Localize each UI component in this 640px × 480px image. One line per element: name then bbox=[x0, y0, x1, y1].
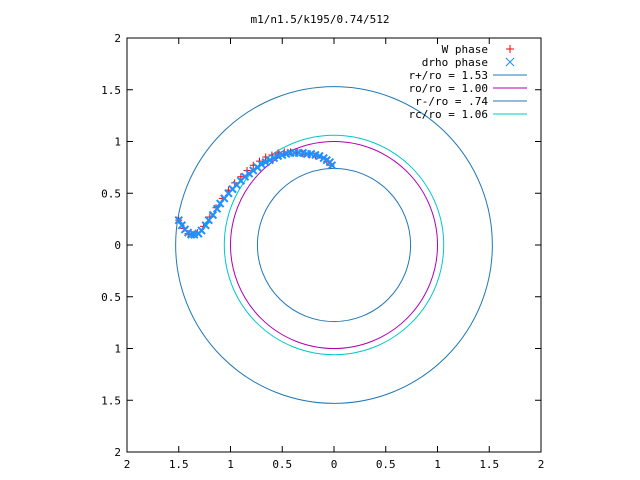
circle-r+ro-ring bbox=[175, 86, 493, 404]
drho-phase-point bbox=[261, 157, 270, 167]
drho-phase-point bbox=[257, 160, 266, 169]
axis-ticks: 2 1.5 1 0.5 0 0.5 1 1.5 221.510.500.511.52 bbox=[101, 32, 544, 471]
circle-rcro-ring bbox=[223, 134, 445, 356]
drho-phase-point bbox=[327, 161, 337, 170]
legend-label: drho phase bbox=[422, 56, 488, 69]
legend-marker bbox=[505, 57, 515, 67]
x-tick-label: 1 bbox=[227, 458, 234, 471]
drho-phase-point bbox=[201, 221, 210, 230]
y-tick-label: 1 bbox=[114, 343, 121, 356]
y-tick-label: 1.5 bbox=[101, 394, 121, 407]
x-tick-label: 2 bbox=[124, 458, 131, 471]
data-points bbox=[174, 148, 337, 239]
legend-marker bbox=[506, 45, 514, 53]
y-tick-label: 2 bbox=[114, 32, 121, 45]
y-tick-label: 1 bbox=[114, 136, 121, 149]
chart-title: m1/n1.5/k195/0.74/512 bbox=[250, 13, 389, 26]
legend-label: r+/ro = 1.53 bbox=[409, 69, 488, 82]
x-tick-label: 0.5 bbox=[376, 458, 396, 471]
y-tick-label: 0.5 bbox=[101, 187, 121, 200]
x-tick-label: 0 bbox=[331, 458, 338, 471]
y-tick-label: 0.5 bbox=[101, 291, 121, 304]
x-tick-label: 1 bbox=[434, 458, 441, 471]
drho-phase-point bbox=[186, 230, 196, 239]
reference-circles bbox=[175, 86, 493, 404]
legend-label: rc/ro = 1.06 bbox=[409, 108, 488, 121]
drho-phase-point bbox=[174, 215, 183, 225]
y-tick-label: 2 bbox=[114, 446, 121, 459]
x-tick-label: 1.5 bbox=[479, 458, 499, 471]
legend-label: W phase bbox=[442, 43, 488, 56]
drho-phase-point bbox=[208, 210, 218, 220]
x-tick-label: 2 bbox=[538, 458, 545, 471]
drho-phase-point bbox=[212, 204, 222, 213]
x-tick-label: 1.5 bbox=[169, 458, 189, 471]
circle-r-ro-ring bbox=[256, 167, 412, 323]
y-tick-label: 0 bbox=[114, 239, 121, 252]
drho-phase-point bbox=[269, 153, 279, 163]
drho-phase-point bbox=[265, 155, 275, 165]
y-tick-label: 1.5 bbox=[101, 84, 121, 97]
legend-label: r-/ro = .74 bbox=[415, 95, 488, 108]
circle-roro-ring bbox=[230, 141, 438, 349]
drho-phase-point bbox=[315, 151, 324, 161]
w-phase-point bbox=[237, 173, 245, 181]
legend-label: ro/ro = 1.00 bbox=[409, 82, 488, 95]
x-tick-label: 0.5 bbox=[272, 458, 292, 471]
